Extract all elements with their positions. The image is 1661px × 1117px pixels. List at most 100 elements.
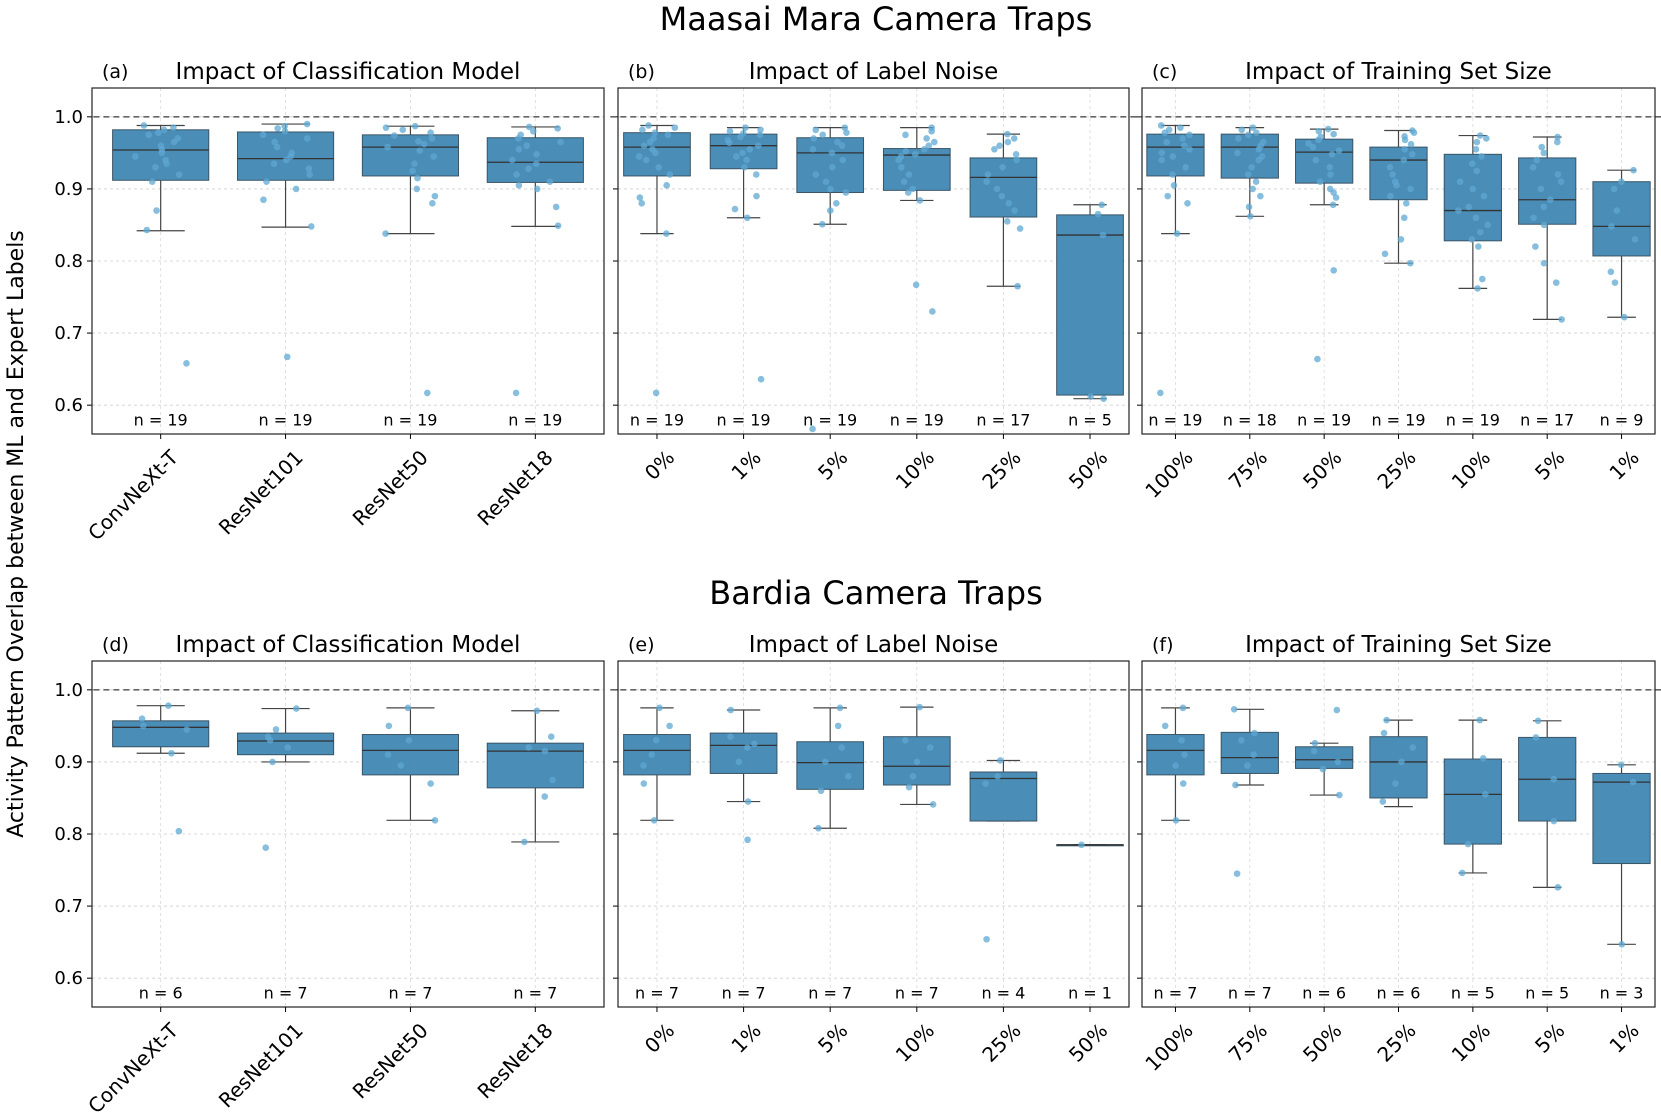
- data-point: [1238, 126, 1246, 134]
- data-point: [1172, 817, 1180, 824]
- data-point: [929, 308, 936, 315]
- data-point: [183, 360, 190, 367]
- data-point: [902, 131, 909, 139]
- data-point: [905, 171, 913, 178]
- box-iqr: [486, 742, 584, 789]
- data-point: [305, 165, 313, 173]
- n-label: n = 19: [1148, 411, 1202, 430]
- data-point: [427, 129, 434, 136]
- panel-title: Impact of Label Noise: [749, 59, 999, 85]
- data-point: [1016, 225, 1024, 232]
- data-point: [1557, 178, 1565, 186]
- data-point: [1554, 171, 1562, 178]
- data-point: [1455, 207, 1462, 214]
- data-point: [533, 185, 541, 193]
- data-point: [925, 142, 933, 149]
- n-label: n = 6: [1302, 984, 1346, 1003]
- data-point: [138, 715, 146, 722]
- data-point: [744, 798, 752, 805]
- data-point: [1244, 131, 1252, 139]
- n-label: n = 7: [264, 984, 308, 1003]
- x-tick-label: 0%: [640, 445, 679, 484]
- data-point: [1469, 185, 1477, 193]
- data-point: [284, 744, 292, 751]
- data-point: [1235, 135, 1242, 142]
- n-label: n = 19: [890, 411, 944, 430]
- data-point: [1013, 156, 1020, 164]
- data-point: [1234, 149, 1241, 157]
- box-ConvNeXt-T: [112, 124, 210, 232]
- data-point: [815, 824, 822, 832]
- data-point: [1613, 207, 1621, 214]
- data-point: [175, 171, 183, 178]
- panel-e: n = 7 n = 7 n = 7 n = 7 n = 4 n = 1 0% 1% 5% 10% 2…: [610, 632, 1137, 1067]
- data-point: [743, 214, 751, 222]
- data-point: [1244, 762, 1251, 769]
- data-point: [541, 793, 549, 800]
- data-point: [1479, 755, 1487, 762]
- row-title-bardia: Bardia Camera Traps: [709, 574, 1042, 612]
- data-point: [1400, 214, 1408, 222]
- data-point: [272, 726, 280, 733]
- data-point: [1314, 355, 1321, 363]
- data-point: [1476, 228, 1484, 236]
- data-point: [399, 126, 407, 134]
- box-10%: [882, 706, 951, 806]
- data-point: [655, 163, 663, 171]
- data-point: [819, 220, 826, 228]
- data-point: [741, 163, 748, 171]
- box-50%: [1056, 844, 1124, 847]
- data-point: [809, 145, 817, 153]
- data-point: [636, 194, 644, 201]
- data-point: [671, 124, 679, 131]
- box-50%: [1295, 128, 1354, 206]
- x-tick-label: ResNet101: [214, 1018, 308, 1112]
- data-point: [663, 182, 670, 189]
- data-point: [923, 135, 930, 142]
- data-point: [1401, 145, 1409, 153]
- n-label: n = 7: [1228, 984, 1272, 1003]
- data-point: [727, 733, 734, 740]
- n-label: n = 19: [1297, 411, 1351, 430]
- data-point: [812, 171, 820, 178]
- data-point: [404, 704, 412, 712]
- data-point: [652, 149, 659, 157]
- data-point: [646, 138, 654, 146]
- data-point: [842, 189, 850, 196]
- x-tick-label: ConvNeXt-T: [83, 1018, 183, 1117]
- box-iqr: [1220, 133, 1279, 179]
- data-point: [521, 838, 528, 846]
- box-75%: [1220, 708, 1279, 786]
- data-point: [757, 375, 765, 383]
- data-point: [1100, 395, 1107, 402]
- n-label: n = 7: [388, 984, 432, 1003]
- data-point: [158, 149, 166, 157]
- data-point: [283, 353, 291, 361]
- data-point: [983, 935, 990, 943]
- data-point: [1184, 200, 1191, 207]
- data-point: [639, 126, 646, 134]
- panel-b: n = 19 n = 19 n = 19 n = 19 n = 17 n = 5 0% 1% 5…: [610, 59, 1137, 494]
- data-point: [812, 126, 820, 134]
- data-point: [640, 762, 647, 769]
- data-point: [1255, 145, 1263, 153]
- x-tick-label: 75%: [1224, 445, 1272, 493]
- data-point: [430, 153, 438, 160]
- data-point: [1389, 171, 1396, 178]
- box-iqr: [486, 137, 584, 183]
- data-point: [1157, 389, 1164, 397]
- data-point: [1334, 758, 1342, 766]
- data-point: [547, 733, 555, 740]
- data-point: [1538, 143, 1546, 151]
- data-point: [533, 151, 540, 158]
- data-point: [414, 174, 421, 182]
- data-point: [266, 736, 274, 744]
- data-point: [897, 163, 905, 171]
- data-point: [666, 722, 673, 730]
- data-point: [1540, 203, 1548, 211]
- box-75%: [1220, 127, 1279, 217]
- data-point: [645, 122, 652, 129]
- data-point: [733, 153, 740, 160]
- box-5%: [1518, 136, 1577, 320]
- data-point: [726, 139, 733, 147]
